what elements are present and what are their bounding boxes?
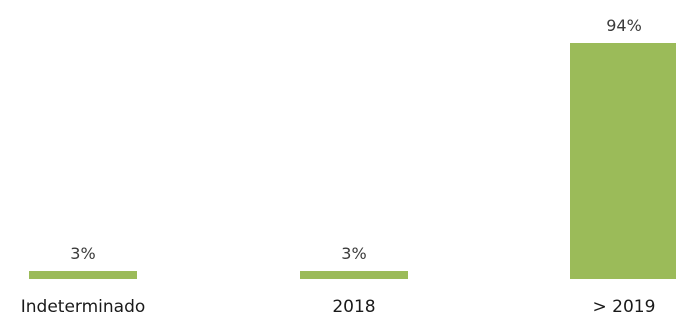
value-labels-group: 3% 3% 94%	[70, 16, 641, 263]
value-label-2018: 3%	[341, 244, 366, 263]
category-label-gt-2019: > 2019	[593, 297, 656, 317]
bar-indeterminado	[29, 271, 137, 279]
value-label-indeterminado: 3%	[70, 244, 95, 263]
category-label-2018: 2018	[332, 297, 375, 317]
bars-group	[29, 43, 676, 279]
bar-gt-2019	[570, 43, 676, 279]
bar-2018	[300, 271, 408, 279]
category-labels-group: Indeterminado 2018 > 2019	[21, 297, 656, 317]
value-label-gt-2019: 94%	[606, 16, 642, 35]
category-label-indeterminado: Indeterminado	[21, 297, 146, 317]
